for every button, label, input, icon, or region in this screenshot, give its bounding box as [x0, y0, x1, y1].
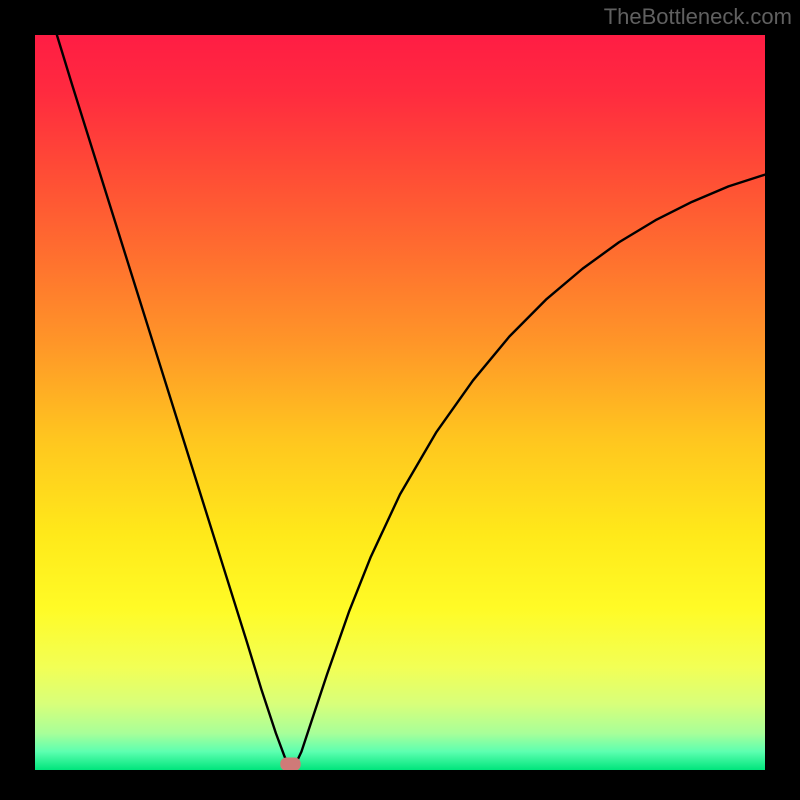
plot-area: [35, 35, 765, 770]
optimum-marker: [280, 758, 300, 771]
watermark-text: TheBottleneck.com: [604, 4, 792, 30]
chart-svg: [35, 35, 765, 770]
chart-frame: TheBottleneck.com: [0, 0, 800, 800]
gradient-background: [35, 35, 765, 770]
